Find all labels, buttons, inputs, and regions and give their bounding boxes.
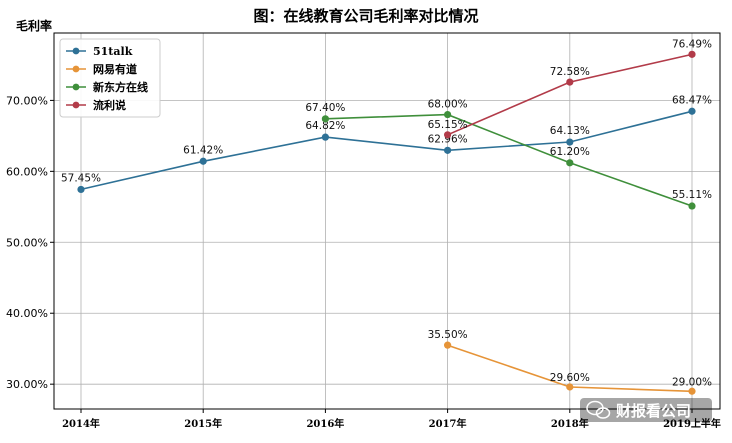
data-point (444, 146, 452, 154)
data-point (566, 78, 574, 86)
data-point (688, 107, 696, 115)
series-2: 67.40% 68.00% 61.20% 55.11% (305, 99, 712, 210)
data-label: 64.82% (305, 120, 345, 132)
x-tick-label: 2019上半年 (663, 417, 721, 430)
data-label: 76.49% (672, 38, 712, 50)
y-tick-label: 50.00% (6, 236, 48, 249)
plot-frame (53, 32, 721, 410)
data-point (688, 50, 696, 58)
legend-label: 51talk (93, 45, 133, 58)
watermark-text: 财报看公司 (616, 402, 691, 420)
watermark-background (580, 398, 712, 422)
legend-swatch-marker (72, 65, 80, 73)
chart-title: 图：在线教育公司毛利率对比情况 (253, 7, 478, 25)
data-label: 68.00% (428, 99, 468, 111)
data-point (688, 387, 696, 395)
data-point (199, 157, 207, 165)
series-line (80, 110, 693, 191)
data-label: 61.20% (550, 146, 590, 158)
x-tick-label: 2016年 (306, 417, 344, 430)
data-label: 68.47% (672, 94, 712, 106)
data-point (444, 341, 452, 349)
x-axis: 2014年 2015年 2016年 2017年 2018年 2019上半年 (62, 409, 721, 430)
series-group: 57.45% 61.42% 64.82% 62.96% 64.13% 68.47% 35.5… (61, 38, 712, 395)
data-label: 65.15% (428, 119, 468, 131)
data-label: 29.60% (550, 372, 590, 384)
series-3: 65.15% 72.58% 76.49% (428, 38, 712, 139)
wechat-icon (586, 400, 611, 419)
x-tick-label: 2017年 (429, 417, 467, 430)
x-tick-label: 2015年 (184, 417, 222, 430)
data-point (77, 185, 85, 194)
legend-swatch-marker (72, 83, 80, 91)
data-point (688, 202, 696, 210)
data-point (566, 138, 574, 146)
legend-swatch-marker (72, 101, 80, 109)
data-label: 55.11% (672, 189, 712, 201)
data-point (444, 110, 452, 119)
data-label: 72.58% (550, 66, 590, 78)
series-line (325, 113, 693, 207)
watermark: 财报看公司 (580, 398, 712, 422)
legend-label: 新东方在线 (93, 80, 148, 94)
legend-label: 流利说 (93, 98, 126, 112)
series-1: 35.50% 29.60% 29.00% (428, 329, 712, 395)
y-tick-label: 70.00% (6, 94, 48, 107)
data-label: 35.50% (428, 329, 468, 341)
x-tick-label: 2014年 (62, 417, 100, 430)
legend-label: 网易有道 (93, 62, 137, 76)
data-label: 57.45% (61, 172, 101, 184)
data-point (321, 115, 329, 123)
y-axis: 30.00% 40.00% 50.00% 60.00% 70.00% (6, 94, 54, 391)
data-label: 29.00% (672, 376, 712, 388)
data-label: 67.40% (305, 102, 345, 114)
data-point (566, 383, 574, 391)
y-tick-label: 60.00% (6, 165, 48, 178)
data-point (566, 159, 574, 167)
x-tick-label: 2018年 (551, 417, 589, 430)
data-label: 61.42% (183, 144, 223, 156)
data-point (321, 133, 329, 141)
legend-box (59, 38, 161, 118)
data-label: 64.13% (550, 125, 590, 137)
y-tick-label: 30.00% (6, 378, 48, 391)
data-point (444, 131, 452, 139)
series-0: 57.45% 61.42% 64.82% 62.96% 64.13% 68.47% (61, 94, 712, 194)
y-tick-label: 40.00% (6, 307, 48, 320)
data-label: 62.96% (428, 133, 468, 145)
y-axis-label: 毛利率 (16, 18, 52, 33)
legend-swatch-marker (72, 47, 80, 55)
